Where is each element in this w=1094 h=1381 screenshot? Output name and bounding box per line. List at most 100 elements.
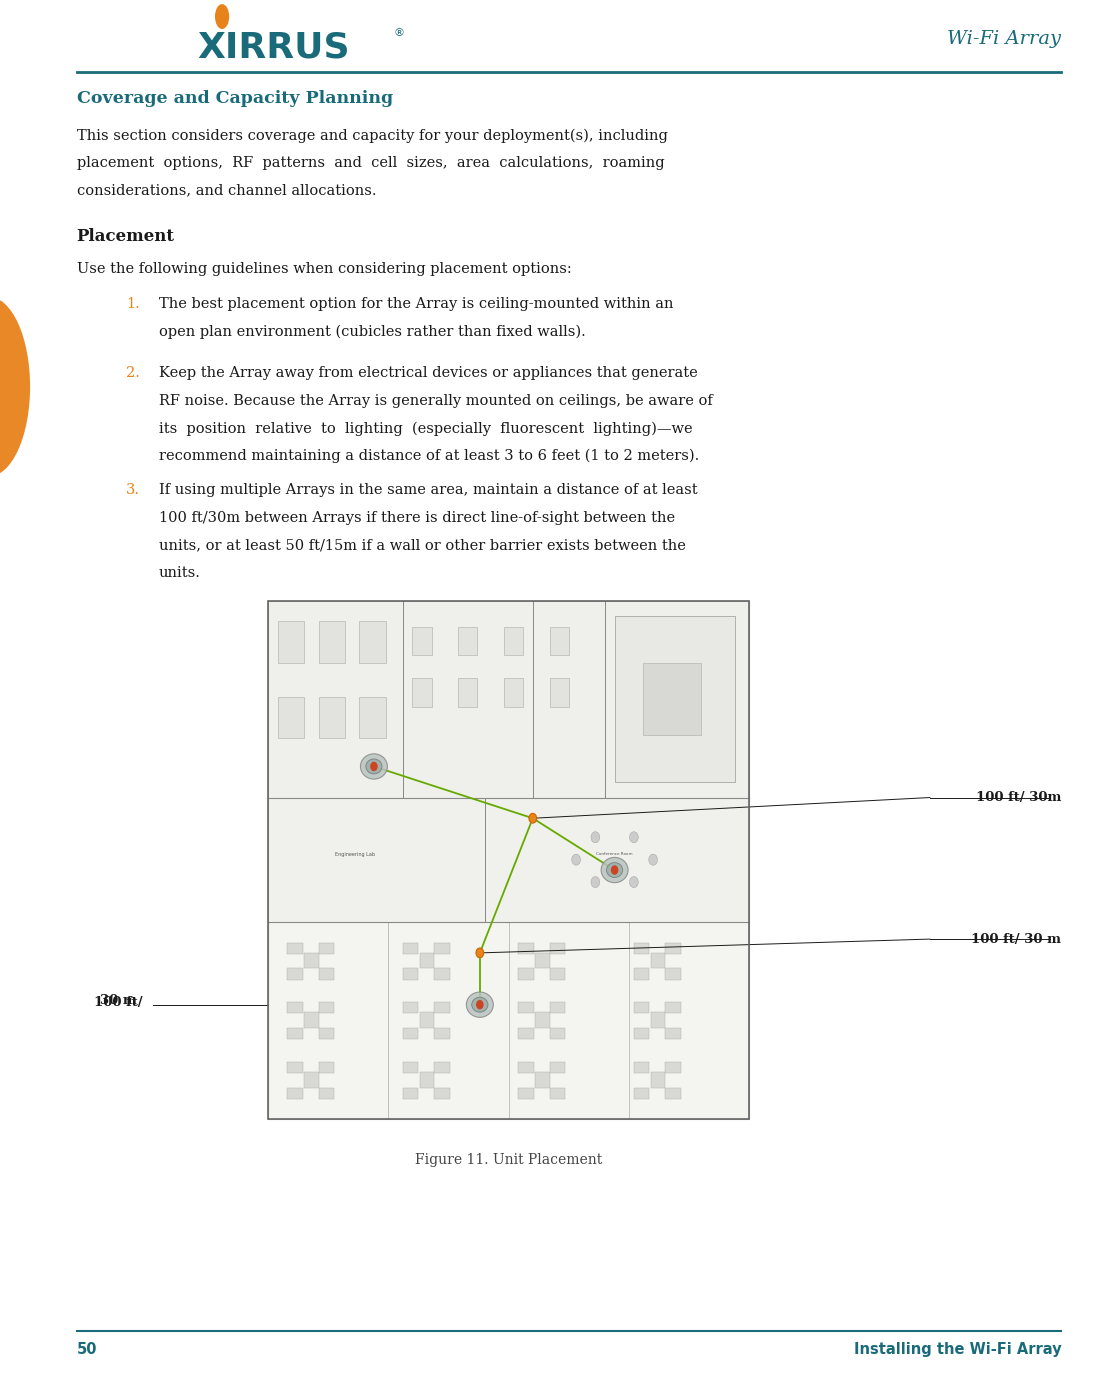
FancyBboxPatch shape xyxy=(288,968,303,981)
Text: units, or at least 50 ft/15m if a wall or other barrier exists between the: units, or at least 50 ft/15m if a wall o… xyxy=(159,539,686,552)
FancyBboxPatch shape xyxy=(549,1062,565,1073)
FancyBboxPatch shape xyxy=(434,1027,450,1040)
FancyBboxPatch shape xyxy=(605,601,749,798)
FancyBboxPatch shape xyxy=(519,1027,534,1040)
Text: placement  options,  RF  patterns  and  cell  sizes,  area  calculations,  roami: placement options, RF patterns and cell … xyxy=(77,156,664,170)
FancyBboxPatch shape xyxy=(420,1012,434,1027)
Text: Keep the Array away from electrical devices or appliances that generate: Keep the Array away from electrical devi… xyxy=(159,366,697,380)
FancyBboxPatch shape xyxy=(651,1072,665,1088)
Text: Conference Room: Conference Room xyxy=(596,852,633,856)
FancyBboxPatch shape xyxy=(318,968,334,981)
Text: Installing the Wi-Fi Array: Installing the Wi-Fi Array xyxy=(853,1342,1061,1358)
Text: 100 ft/30m between Arrays if there is direct line-of-sight between the: 100 ft/30m between Arrays if there is di… xyxy=(159,511,675,525)
Ellipse shape xyxy=(214,4,230,29)
FancyBboxPatch shape xyxy=(665,1088,680,1099)
FancyBboxPatch shape xyxy=(412,627,432,655)
FancyBboxPatch shape xyxy=(318,696,345,737)
Text: Placement: Placement xyxy=(77,228,175,244)
FancyBboxPatch shape xyxy=(633,1003,649,1014)
FancyBboxPatch shape xyxy=(412,678,432,707)
FancyBboxPatch shape xyxy=(304,953,318,968)
FancyBboxPatch shape xyxy=(318,1027,334,1040)
Text: Engineering Lab: Engineering Lab xyxy=(335,852,374,858)
FancyBboxPatch shape xyxy=(403,1088,418,1099)
Circle shape xyxy=(610,866,618,874)
Text: 3.: 3. xyxy=(126,483,140,497)
FancyBboxPatch shape xyxy=(434,1088,450,1099)
FancyBboxPatch shape xyxy=(403,1062,418,1073)
FancyBboxPatch shape xyxy=(549,678,569,707)
FancyBboxPatch shape xyxy=(403,1003,418,1014)
FancyBboxPatch shape xyxy=(268,601,749,1119)
FancyBboxPatch shape xyxy=(288,1003,303,1014)
FancyBboxPatch shape xyxy=(519,943,534,954)
Text: its  position  relative  to  lighting  (especially  fluorescent  lighting)—we: its position relative to lighting (espec… xyxy=(159,421,693,435)
Ellipse shape xyxy=(472,997,488,1012)
Ellipse shape xyxy=(360,754,387,779)
Circle shape xyxy=(649,853,657,865)
FancyBboxPatch shape xyxy=(403,601,605,798)
FancyBboxPatch shape xyxy=(278,621,304,663)
Circle shape xyxy=(591,877,600,888)
FancyBboxPatch shape xyxy=(651,953,665,968)
FancyBboxPatch shape xyxy=(403,943,418,954)
FancyBboxPatch shape xyxy=(458,678,477,707)
FancyBboxPatch shape xyxy=(268,798,485,923)
FancyBboxPatch shape xyxy=(535,1012,549,1027)
Ellipse shape xyxy=(606,863,622,877)
Circle shape xyxy=(528,813,537,823)
Text: Figure 11. Unit Placement: Figure 11. Unit Placement xyxy=(415,1153,603,1167)
FancyBboxPatch shape xyxy=(434,1062,450,1073)
FancyBboxPatch shape xyxy=(615,616,735,782)
FancyBboxPatch shape xyxy=(420,953,434,968)
Text: ®: ® xyxy=(394,28,405,37)
Text: The best placement option for the Array is ceiling-mounted within an: The best placement option for the Array … xyxy=(159,297,673,311)
FancyBboxPatch shape xyxy=(549,943,565,954)
FancyBboxPatch shape xyxy=(549,968,565,981)
FancyBboxPatch shape xyxy=(458,627,477,655)
Text: 30 m: 30 m xyxy=(100,994,137,1007)
FancyBboxPatch shape xyxy=(360,696,386,737)
FancyBboxPatch shape xyxy=(318,1062,334,1073)
Text: 50: 50 xyxy=(77,1342,97,1358)
Text: units.: units. xyxy=(159,566,200,580)
FancyBboxPatch shape xyxy=(403,1027,418,1040)
FancyBboxPatch shape xyxy=(318,621,345,663)
Text: 100 ft/ 30 m: 100 ft/ 30 m xyxy=(971,932,1061,946)
Circle shape xyxy=(476,1000,484,1010)
Text: Coverage and Capacity Planning: Coverage and Capacity Planning xyxy=(77,90,393,106)
FancyBboxPatch shape xyxy=(318,943,334,954)
FancyBboxPatch shape xyxy=(434,943,450,954)
FancyBboxPatch shape xyxy=(288,1062,303,1073)
FancyBboxPatch shape xyxy=(485,798,749,923)
FancyBboxPatch shape xyxy=(288,943,303,954)
FancyBboxPatch shape xyxy=(535,1072,549,1088)
FancyBboxPatch shape xyxy=(665,1003,680,1014)
FancyBboxPatch shape xyxy=(360,621,386,663)
Text: 2.: 2. xyxy=(126,366,140,380)
Text: Wi-Fi Array: Wi-Fi Array xyxy=(947,30,1061,48)
Text: recommend maintaining a distance of at least 3 to 6 feet (1 to 2 meters).: recommend maintaining a distance of at l… xyxy=(159,449,699,463)
Text: 1.: 1. xyxy=(126,297,140,311)
FancyBboxPatch shape xyxy=(420,1072,434,1088)
FancyBboxPatch shape xyxy=(549,1088,565,1099)
FancyBboxPatch shape xyxy=(434,1003,450,1014)
FancyBboxPatch shape xyxy=(665,943,680,954)
FancyBboxPatch shape xyxy=(278,696,304,737)
Circle shape xyxy=(629,831,638,842)
Circle shape xyxy=(572,853,581,865)
FancyBboxPatch shape xyxy=(549,1027,565,1040)
Text: This section considers coverage and capacity for your deployment(s), including: This section considers coverage and capa… xyxy=(77,128,667,142)
FancyBboxPatch shape xyxy=(633,1062,649,1073)
Text: Use the following guidelines when considering placement options:: Use the following guidelines when consid… xyxy=(77,262,571,276)
FancyBboxPatch shape xyxy=(633,1027,649,1040)
FancyBboxPatch shape xyxy=(318,1003,334,1014)
Circle shape xyxy=(476,947,484,958)
Circle shape xyxy=(591,831,600,842)
FancyBboxPatch shape xyxy=(651,1012,665,1027)
Ellipse shape xyxy=(466,992,493,1018)
Circle shape xyxy=(629,877,638,888)
Circle shape xyxy=(370,762,377,771)
FancyBboxPatch shape xyxy=(665,968,680,981)
FancyBboxPatch shape xyxy=(304,1012,318,1027)
